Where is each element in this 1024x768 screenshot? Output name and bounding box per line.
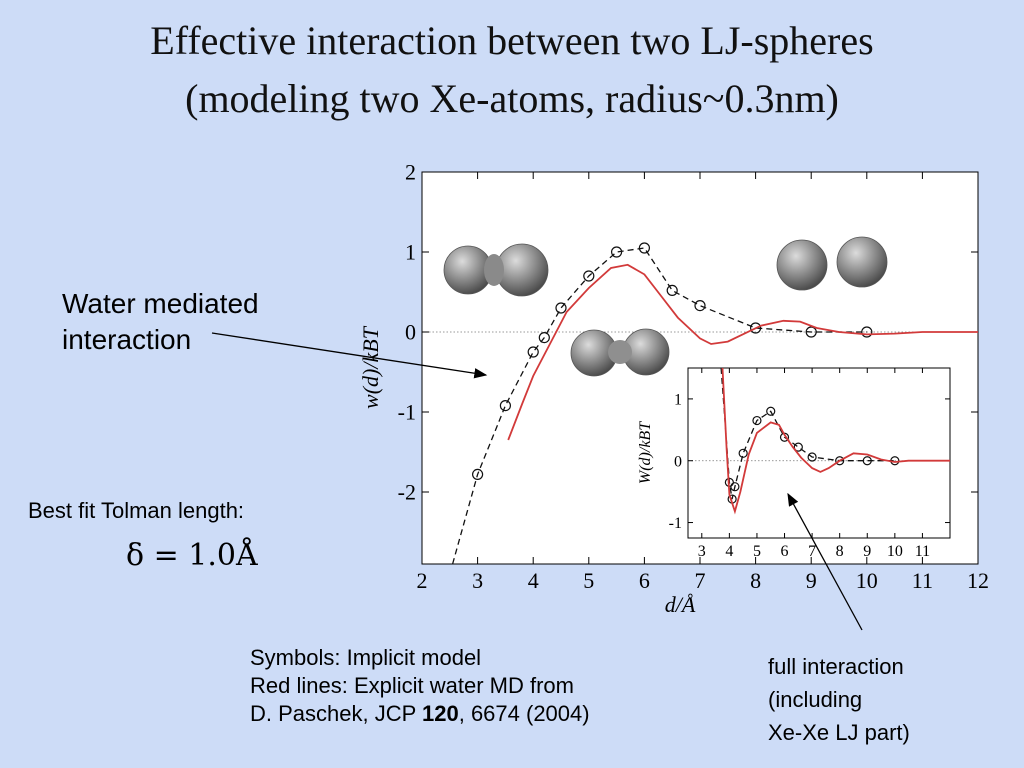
main-xtick-label: 10 — [856, 568, 878, 593]
main-xtick-label: 6 — [639, 568, 650, 593]
main-implicit-model-symbol — [666, 284, 678, 296]
inset-ylabel: W(d)/kBT — [637, 421, 654, 484]
inset-plot-frame — [687, 367, 951, 539]
main-implicit-model-symbol — [538, 332, 550, 344]
inset-ytick-label: 0 — [674, 453, 682, 470]
full-interaction-arrow — [787, 492, 863, 631]
main-implicit-model-symbol — [861, 326, 873, 338]
inset-series — [720, 367, 950, 515]
main-implicit-model-symbol — [638, 242, 651, 254]
inset-implicit-model-symbol — [793, 442, 803, 452]
inset-implicit-model-dashed-line — [720, 367, 895, 500]
main-implicit-model-symbol — [472, 468, 484, 480]
water-mediated-arrow — [211, 332, 488, 379]
main-ytick-label: 2 — [405, 160, 416, 185]
main-xtick-label: 9 — [806, 568, 817, 593]
touching-spheres-illustration — [443, 243, 549, 297]
main-xtick-label: 7 — [695, 568, 706, 593]
inset-explicit-water-line — [721, 367, 950, 515]
full-interaction-label: full interaction (including Xe-Xe LJ par… — [768, 650, 910, 749]
legend-line-2: Red lines: Explicit water MD from — [250, 673, 574, 698]
main-series — [451, 242, 978, 565]
main-ytick-label: 0 — [405, 320, 416, 345]
main-xtick-label: 5 — [583, 568, 594, 593]
full-interaction-line-2: (including — [768, 687, 863, 712]
legend-ref-volume: 120 — [422, 701, 459, 726]
main-xlabel: d/Å — [665, 592, 696, 617]
tolman-formula: δ = 1.0Å — [126, 538, 258, 573]
slide-title-line-1: Effective interaction between two LJ-sph… — [150, 18, 874, 63]
main-ylabel: w(d)/kBT — [358, 325, 383, 409]
inset-implicit-model-symbol — [766, 406, 776, 416]
main-xtick-label: 3 — [472, 568, 483, 593]
water-mediated-label-line-2: interaction — [62, 324, 192, 355]
legend-line-1: Symbols: Implicit model — [250, 645, 482, 670]
inset-xtick-label: 10 — [887, 543, 903, 560]
tolman-label: Best fit Tolman length: — [28, 498, 245, 523]
full-interaction-line-1: full interaction — [768, 654, 904, 679]
full-interaction-line-3: Xe-Xe LJ part) — [768, 720, 910, 745]
inset-xtick-label: 4 — [725, 543, 733, 560]
inset-xtick-label: 3 — [698, 543, 706, 560]
inset-xtick-label: 5 — [753, 543, 761, 560]
main-xtick-label: 8 — [750, 568, 761, 593]
inset-ytick-label: 1 — [674, 392, 682, 409]
legend-ref-pages: , 6674 (2004) — [458, 701, 590, 726]
separated-spheres-illustration — [776, 236, 888, 291]
main-ytick-label: -1 — [398, 400, 416, 425]
main-implicit-model-symbol — [749, 322, 762, 334]
main-explicit-water-line — [507, 263, 978, 441]
legend-note: Symbols: Implicit model Red lines: Expli… — [250, 644, 590, 728]
main-implicit-model-symbol — [694, 300, 706, 312]
inset-implicit-model-symbol — [862, 456, 872, 466]
main-ytick-label: -2 — [398, 480, 416, 505]
slide-title-line-2: (modeling two Xe-atoms, radius~0.3nm) — [185, 76, 839, 121]
water-mediated-label: Water mediated interaction — [62, 286, 259, 358]
main-implicit-model-symbol — [555, 302, 567, 314]
inset-implicit-model-symbol — [738, 448, 748, 458]
inset-implicit-model-symbol — [807, 452, 817, 462]
main-xtick-label: 2 — [417, 568, 428, 593]
main-implicit-model-symbol — [527, 346, 539, 358]
water-mediated-label-line-1: Water mediated — [62, 288, 259, 319]
inset-xtick-label: 7 — [808, 543, 816, 560]
main-implicit-model-symbol — [499, 400, 511, 412]
inset-xtick-label: 11 — [915, 543, 930, 560]
main-implicit-model-symbol — [610, 246, 623, 258]
inset-implicit-model-symbol — [835, 456, 845, 466]
legend-line-3: D. Paschek, JCP 120, 6674 (2004) — [250, 700, 590, 728]
main-ytick-label: 1 — [405, 240, 416, 265]
main-implicit-model-dashed-line — [451, 247, 867, 565]
inset-axes: 3 4 5 6 7 8 9 10 11 -1 0 1 W(d)/kBT — [637, 368, 950, 560]
main-implicit-model-symbol — [805, 326, 817, 338]
inset-xtick-label: 8 — [836, 543, 844, 560]
inset-xtick-label: 6 — [781, 543, 789, 560]
main-xtick-label: 12 — [967, 568, 989, 593]
main-xtick-label: 11 — [912, 568, 933, 593]
legend-ref-authors: D. Paschek, JCP — [250, 701, 422, 726]
main-implicit-model-symbol — [583, 270, 595, 282]
inset-ytick-label: -1 — [669, 515, 682, 532]
inset-implicit-model-symbol — [752, 415, 762, 426]
main-xtick-label: 4 — [528, 568, 539, 593]
inset-xtick-label: 9 — [863, 543, 871, 560]
inset-implicit-model-symbol — [730, 482, 740, 492]
bridged-spheres-illustration — [570, 328, 670, 377]
